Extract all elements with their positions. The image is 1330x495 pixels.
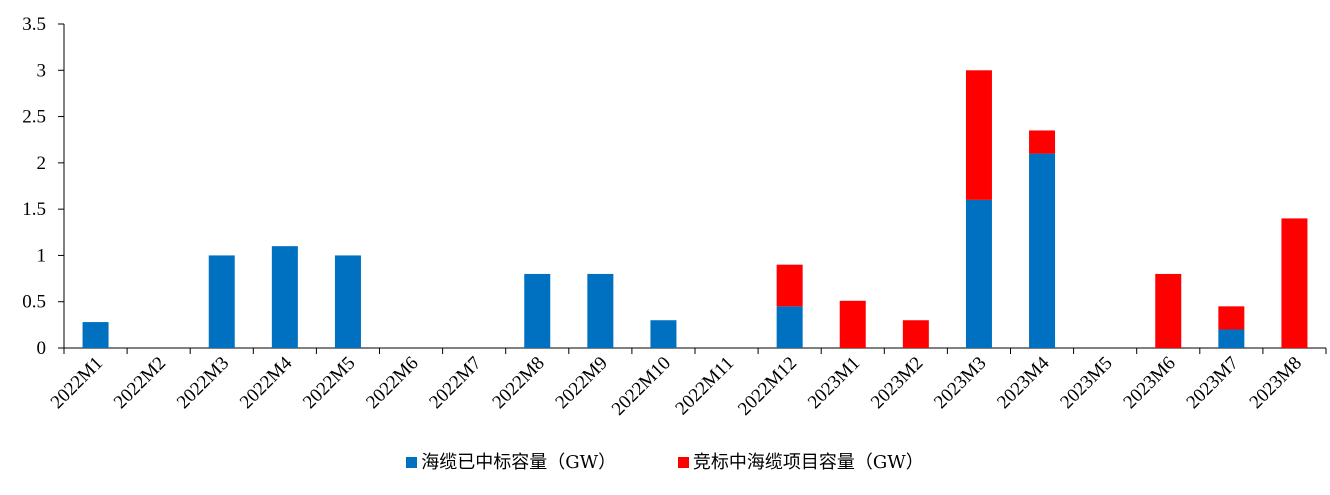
y-tick-label: 0.5 [22, 292, 46, 313]
x-tick-label: 2023M8 [1246, 353, 1306, 413]
legend: 海缆已中标容量（GW） 竞标中海缆项目容量（GW） [0, 448, 1330, 474]
y-tick-label: 3 [37, 60, 47, 81]
bar-bidding-2023M6 [1155, 273, 1182, 348]
x-tick-label: 2023M6 [1119, 353, 1179, 413]
bar-awarded-2022M9 [587, 273, 614, 348]
x-tick-label: 2023M5 [1056, 353, 1116, 413]
x-tick-label: 2023M7 [1182, 353, 1242, 413]
bars [82, 70, 1308, 348]
x-tick-label: 2022M2 [110, 353, 170, 413]
axes [63, 24, 1326, 349]
bar-bidding-2023M3 [965, 70, 992, 200]
x-tick-label: 2022M1 [47, 353, 107, 413]
bar-bidding-2023M4 [1029, 130, 1056, 154]
x-tick-label: 2022M8 [488, 353, 548, 413]
bar-bidding-2023M8 [1281, 218, 1308, 348]
bar-awarded-2022M1 [82, 322, 109, 348]
x-tick-label: 2022M11 [671, 353, 738, 420]
bar-bidding-2022M12 [776, 264, 803, 307]
legend-item-bidding: 竞标中海缆项目容量（GW） [677, 448, 924, 474]
bar-bidding-2023M7 [1218, 306, 1245, 330]
bar-bidding-2023M1 [839, 300, 866, 348]
y-tick-label: 0 [37, 338, 47, 359]
bar-bidding-2023M2 [902, 320, 929, 348]
legend-swatch-awarded [406, 457, 418, 468]
bar-awarded-2022M12 [776, 306, 803, 348]
y-tick-label: 1 [37, 245, 47, 266]
bar-awarded-2022M5 [334, 255, 361, 348]
x-tick-label: 2022M7 [425, 353, 485, 413]
x-tick-label: 2023M1 [804, 353, 864, 413]
x-tick-label: 2023M3 [930, 353, 990, 413]
legend-item-awarded: 海缆已中标容量（GW） [406, 448, 616, 474]
bar-awarded-2022M3 [208, 255, 235, 348]
bar-awarded-2022M8 [524, 273, 551, 348]
x-tick-label: 2022M9 [551, 353, 611, 413]
y-tick-label: 2.5 [22, 107, 46, 128]
x-tick-label: 2022M10 [608, 353, 675, 420]
x-tick-label: 2023M4 [993, 352, 1054, 413]
y-axis-ticks: 0 0.5 1 1.5 2 2.5 3 3.5 [22, 14, 64, 359]
x-tick-label: 2022M6 [362, 353, 422, 413]
bar-awarded-2023M4 [1029, 153, 1056, 348]
bar-awarded-2022M4 [271, 246, 298, 348]
y-tick-label: 1.5 [22, 199, 46, 220]
bar-awarded-2023M3 [965, 199, 992, 348]
x-tick-label: 2022M3 [173, 353, 233, 413]
bar-awarded-2023M7 [1218, 329, 1245, 348]
x-tick-label: 2022M4 [236, 352, 297, 413]
y-tick-label: 2 [37, 153, 47, 174]
x-tick-label: 2023M2 [867, 353, 927, 413]
x-tick-label: 2022M12 [734, 353, 801, 420]
x-tick-label: 2022M5 [299, 353, 359, 413]
legend-label-awarded: 海缆已中标容量（GW） [421, 452, 617, 473]
legend-label-bidding: 竞标中海缆项目容量（GW） [692, 452, 924, 473]
legend-swatch-bidding [677, 457, 689, 468]
stacked-bar-chart: 00.511.522.533.5 2022M1 2022M2 2022M3 2022M… [22, 14, 1327, 420]
y-tick-label: 3.5 [22, 14, 46, 35]
x-axis-ticks: 2022M1 2022M2 2022M3 2022M4 2022M5 2022M6 2022… [47, 348, 1327, 420]
bar-awarded-2022M10 [650, 320, 677, 348]
